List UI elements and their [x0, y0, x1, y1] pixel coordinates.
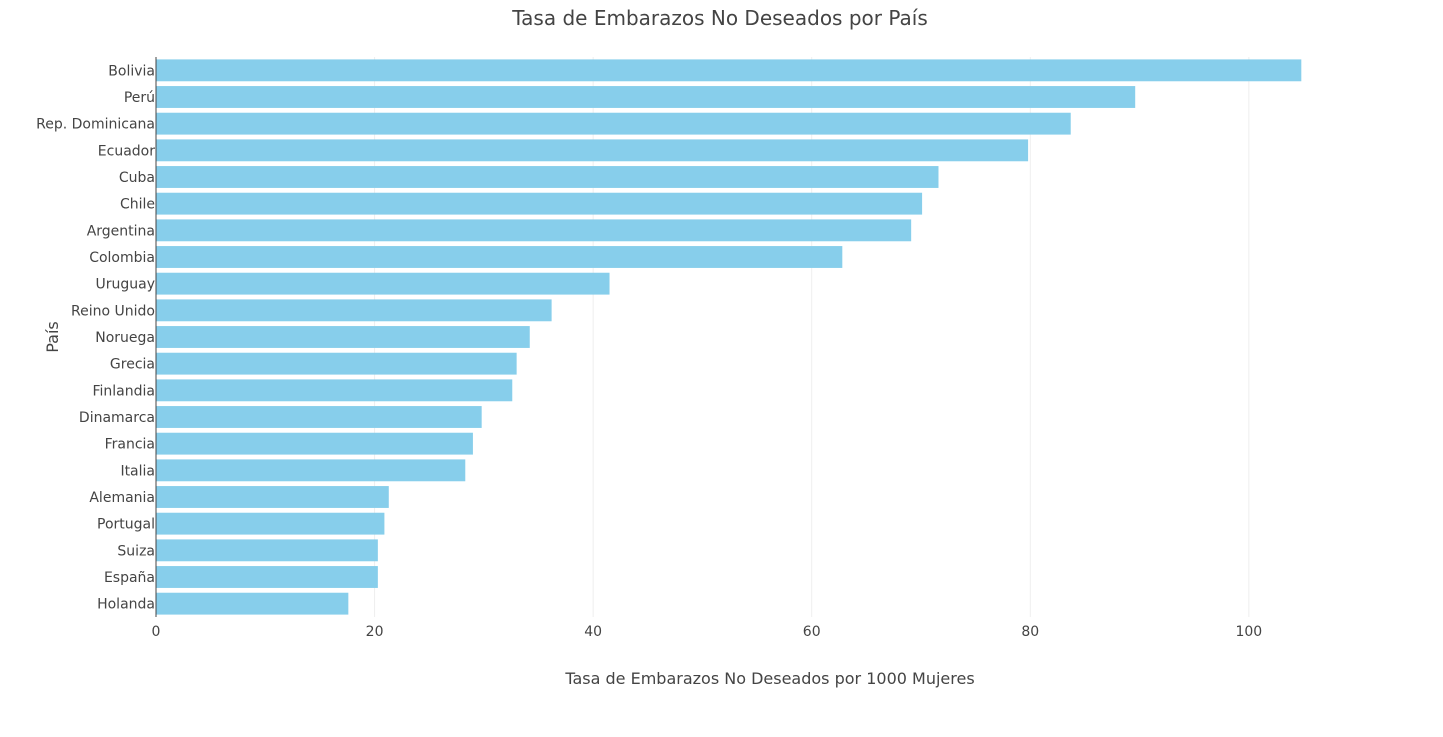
x-tick-label: 0: [152, 624, 161, 640]
y-tick-label: Reino Unido: [71, 303, 155, 319]
bars: [156, 59, 1302, 615]
bar: [156, 352, 517, 375]
y-tick-label: Portugal: [97, 517, 155, 533]
y-tick-label: Noruega: [95, 330, 155, 346]
y-tick-label: España: [104, 570, 155, 586]
y-tick-label: Suiza: [117, 543, 155, 559]
bar: [156, 192, 923, 215]
y-tick-label: Perú: [124, 90, 155, 106]
y-tick-label: Ecuador: [98, 143, 155, 159]
bar: [156, 592, 349, 615]
bar: [156, 459, 466, 482]
x-tick-label: 100: [1235, 624, 1262, 640]
bar: [156, 86, 1136, 108]
bar: [156, 539, 378, 562]
bar: [156, 59, 1302, 82]
y-tick-label: Chile: [120, 197, 155, 213]
chart-title: Tasa de Embarazos No Deseados por País: [511, 6, 927, 30]
bar: [156, 299, 552, 322]
bar: [156, 512, 385, 535]
bar: [156, 246, 843, 268]
x-tick-label: 60: [803, 624, 821, 640]
bar: [156, 486, 389, 508]
bar: [156, 272, 610, 295]
y-tick-label: Dinamarca: [79, 410, 155, 426]
x-axis-title: Tasa de Embarazos No Deseados por 1000 M…: [564, 669, 974, 688]
bar: [156, 566, 378, 588]
x-tick-label: 80: [1021, 624, 1039, 640]
x-tick-label: 40: [584, 624, 602, 640]
x-tick-labels: 0 20 40 60 80 100: [152, 624, 1263, 640]
y-tick-label: Cuba: [119, 170, 155, 186]
bar: [156, 112, 1071, 135]
bar: [156, 406, 482, 428]
y-tick-label: Colombia: [89, 250, 155, 266]
bar: [156, 326, 530, 348]
y-tick-label: Rep. Dominicana: [36, 117, 155, 133]
bar: [156, 379, 513, 402]
bar: [156, 166, 939, 188]
x-tick-label: 20: [366, 624, 384, 640]
y-tick-label: Alemania: [89, 490, 155, 506]
bar: [156, 219, 912, 242]
y-tick-label: Finlandia: [93, 383, 156, 399]
bar: [156, 432, 473, 455]
y-tick-label: Grecia: [110, 357, 155, 373]
y-tick-label: Francia: [105, 437, 155, 453]
y-tick-label: Italia: [120, 463, 155, 479]
y-tick-label: Bolivia: [108, 63, 155, 79]
y-tick-label: Holanda: [97, 597, 155, 613]
y-tick-labels: Bolivia Perú Rep. Dominicana Ecuador Cuba Chi…: [36, 63, 155, 612]
y-axis-title: País: [43, 321, 62, 353]
y-tick-label: Uruguay: [96, 277, 156, 293]
y-tick-label: Argentina: [87, 223, 155, 239]
bar: [156, 139, 1029, 162]
